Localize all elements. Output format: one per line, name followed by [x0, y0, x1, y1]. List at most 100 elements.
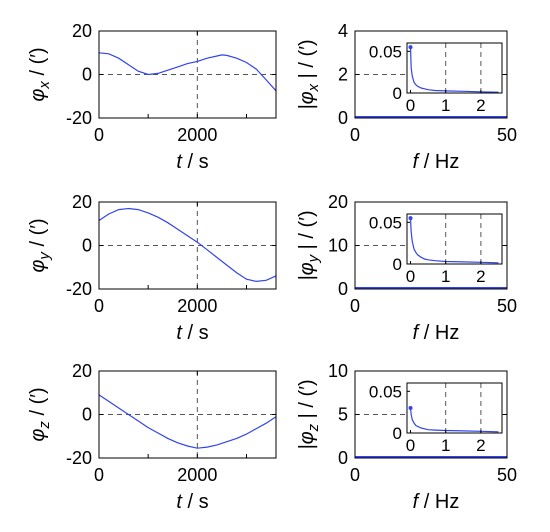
x-tick-label: 2000: [177, 296, 217, 316]
y-tick-label: 0: [82, 65, 92, 85]
y-axis-label-symbol: |φ: [296, 91, 318, 109]
y-tick-label: 2: [338, 65, 348, 85]
inset-axes-box: [406, 382, 503, 434]
y-axis-label-symbol: φ: [27, 429, 49, 442]
x-tick-label: 2000: [177, 465, 217, 485]
y-axis-label-symbol: φ: [27, 260, 49, 273]
y-axis-label-unit: / (′): [27, 387, 49, 421]
y-axis-label-subscript: z: [36, 421, 53, 430]
chart-phiy-spectrum: 0 10 20 0 50 f / Hz |φy | / (′) 0 0.05 0 1 2: [296, 192, 517, 344]
inset-series-line: [409, 47, 499, 93]
x-tick-label: 50: [497, 296, 517, 316]
inset-y-tick-label: 0: [393, 424, 402, 443]
x-axis-label: f / Hz: [413, 322, 460, 344]
inset-y-tick-label: 0.05: [369, 213, 402, 232]
inset-phiy-spectrum: 0 0.05 0 1 2: [369, 213, 503, 286]
x-axis-label: t / s: [176, 491, 208, 513]
y-axis-label: |φz | / (′): [296, 379, 322, 449]
inset-series-line: [409, 407, 499, 433]
inset-y-tick-label: 0.05: [369, 382, 402, 401]
y-axis-label: |φy | / (′): [296, 210, 322, 280]
x-axis-label: f / Hz: [413, 491, 460, 513]
inset-x-tick-label: 0: [406, 96, 415, 115]
x-axis-label-variable: f: [413, 322, 421, 344]
y-tick-label: -20: [66, 448, 92, 468]
inset-y-tick-label: 0: [393, 84, 402, 103]
axes-box: [98, 201, 277, 290]
y-tick-label: 0: [338, 279, 348, 299]
series-line: [98, 394, 277, 449]
y-axis-label: φy / (′): [27, 218, 53, 272]
series-line: [98, 52, 277, 92]
y-axis-label-symbol: |φ: [296, 431, 318, 449]
inset-x-tick-label: 2: [476, 267, 485, 286]
inset-x-tick-label: 2: [476, 96, 485, 115]
inset-x-tick-label: 2: [476, 436, 485, 455]
y-tick-label: -20: [66, 279, 92, 299]
x-tick-label: 0: [94, 125, 104, 145]
y-axis-label-unit: | / (′): [296, 39, 318, 84]
x-axis-label-unit: / s: [182, 322, 209, 344]
x-axis-label-unit: / s: [182, 151, 209, 173]
x-tick-label: 0: [94, 296, 104, 316]
inset-peak-point: [408, 45, 413, 50]
y-axis-label-unit: / (′): [27, 218, 49, 252]
x-axis-label-unit: / s: [182, 491, 209, 513]
inset-x-tick-label: 1: [441, 96, 450, 115]
y-axis-label-subscript: y: [305, 253, 322, 263]
y-tick-label: 20: [72, 21, 92, 41]
x-axis-label-unit: / Hz: [418, 151, 459, 173]
inset-background: [407, 383, 502, 433]
y-tick-label: 10: [328, 236, 348, 256]
inset-y-tick-label: 0: [393, 255, 402, 274]
y-axis-label: φz / (′): [27, 387, 53, 441]
inset-background: [407, 43, 502, 93]
y-tick-label: 10: [328, 361, 348, 381]
inset-axes-box: [406, 42, 503, 94]
x-tick-label: 0: [350, 296, 360, 316]
inset-series-line: [409, 218, 499, 264]
inset-x-tick-label: 1: [441, 267, 450, 286]
x-axis-label-variable: t: [176, 151, 183, 173]
y-tick-label: 5: [338, 405, 348, 425]
y-tick-label: 20: [72, 361, 92, 381]
x-axis-label-unit: / Hz: [418, 322, 459, 344]
inset-peak-point: [408, 216, 413, 221]
y-axis-label-unit: / (′): [27, 47, 49, 81]
x-tick-label: 2000: [177, 125, 217, 145]
y-tick-label: 20: [72, 192, 92, 212]
y-axis-label-symbol: |φ: [296, 262, 318, 280]
y-axis-label-subscript: x: [305, 83, 322, 92]
x-tick-label: 0: [94, 465, 104, 485]
inset-phiz-spectrum: 0 0.05 0 1 2: [369, 382, 503, 455]
chart-phiz-spectrum: 0 5 10 0 50 f / Hz |φz | / (′) 0 0.05 0 1 2: [296, 361, 517, 513]
inset-axes-box: [406, 213, 503, 265]
inset-phix-spectrum: 0 0.05 0 1 2: [369, 42, 503, 115]
y-axis-label: φx / (′): [27, 47, 53, 101]
axes-box: [98, 370, 277, 459]
y-tick-label: 0: [338, 448, 348, 468]
y-tick-label: 0: [82, 236, 92, 256]
x-axis-label-variable: t: [176, 322, 183, 344]
y-tick-label: -20: [66, 108, 92, 128]
y-tick-label: 4: [338, 21, 348, 41]
y-axis-label-unit: | / (′): [296, 210, 318, 255]
x-tick-label: 50: [497, 125, 517, 145]
x-axis-label-variable: f: [413, 151, 421, 173]
chart-phix-spectrum: 0 2 4 0 50 f / Hz |φx | / (′) 0 0.05 0 1 2: [296, 21, 517, 173]
x-axis-label: t / s: [176, 322, 208, 344]
inset-x-tick-label: 1: [441, 436, 450, 455]
x-axis-label: t / s: [176, 151, 208, 173]
inset-x-tick-label: 0: [406, 267, 415, 286]
inset-x-tick-label: 0: [406, 436, 415, 455]
inset-peak-point: [408, 406, 413, 410]
inset-background: [407, 214, 502, 264]
axes-box: [98, 30, 277, 119]
y-axis-label-subscript: y: [36, 251, 53, 261]
y-axis-label-unit: | / (′): [296, 379, 318, 424]
x-axis-label-variable: t: [176, 491, 183, 513]
x-axis-label-unit: / Hz: [418, 491, 459, 513]
